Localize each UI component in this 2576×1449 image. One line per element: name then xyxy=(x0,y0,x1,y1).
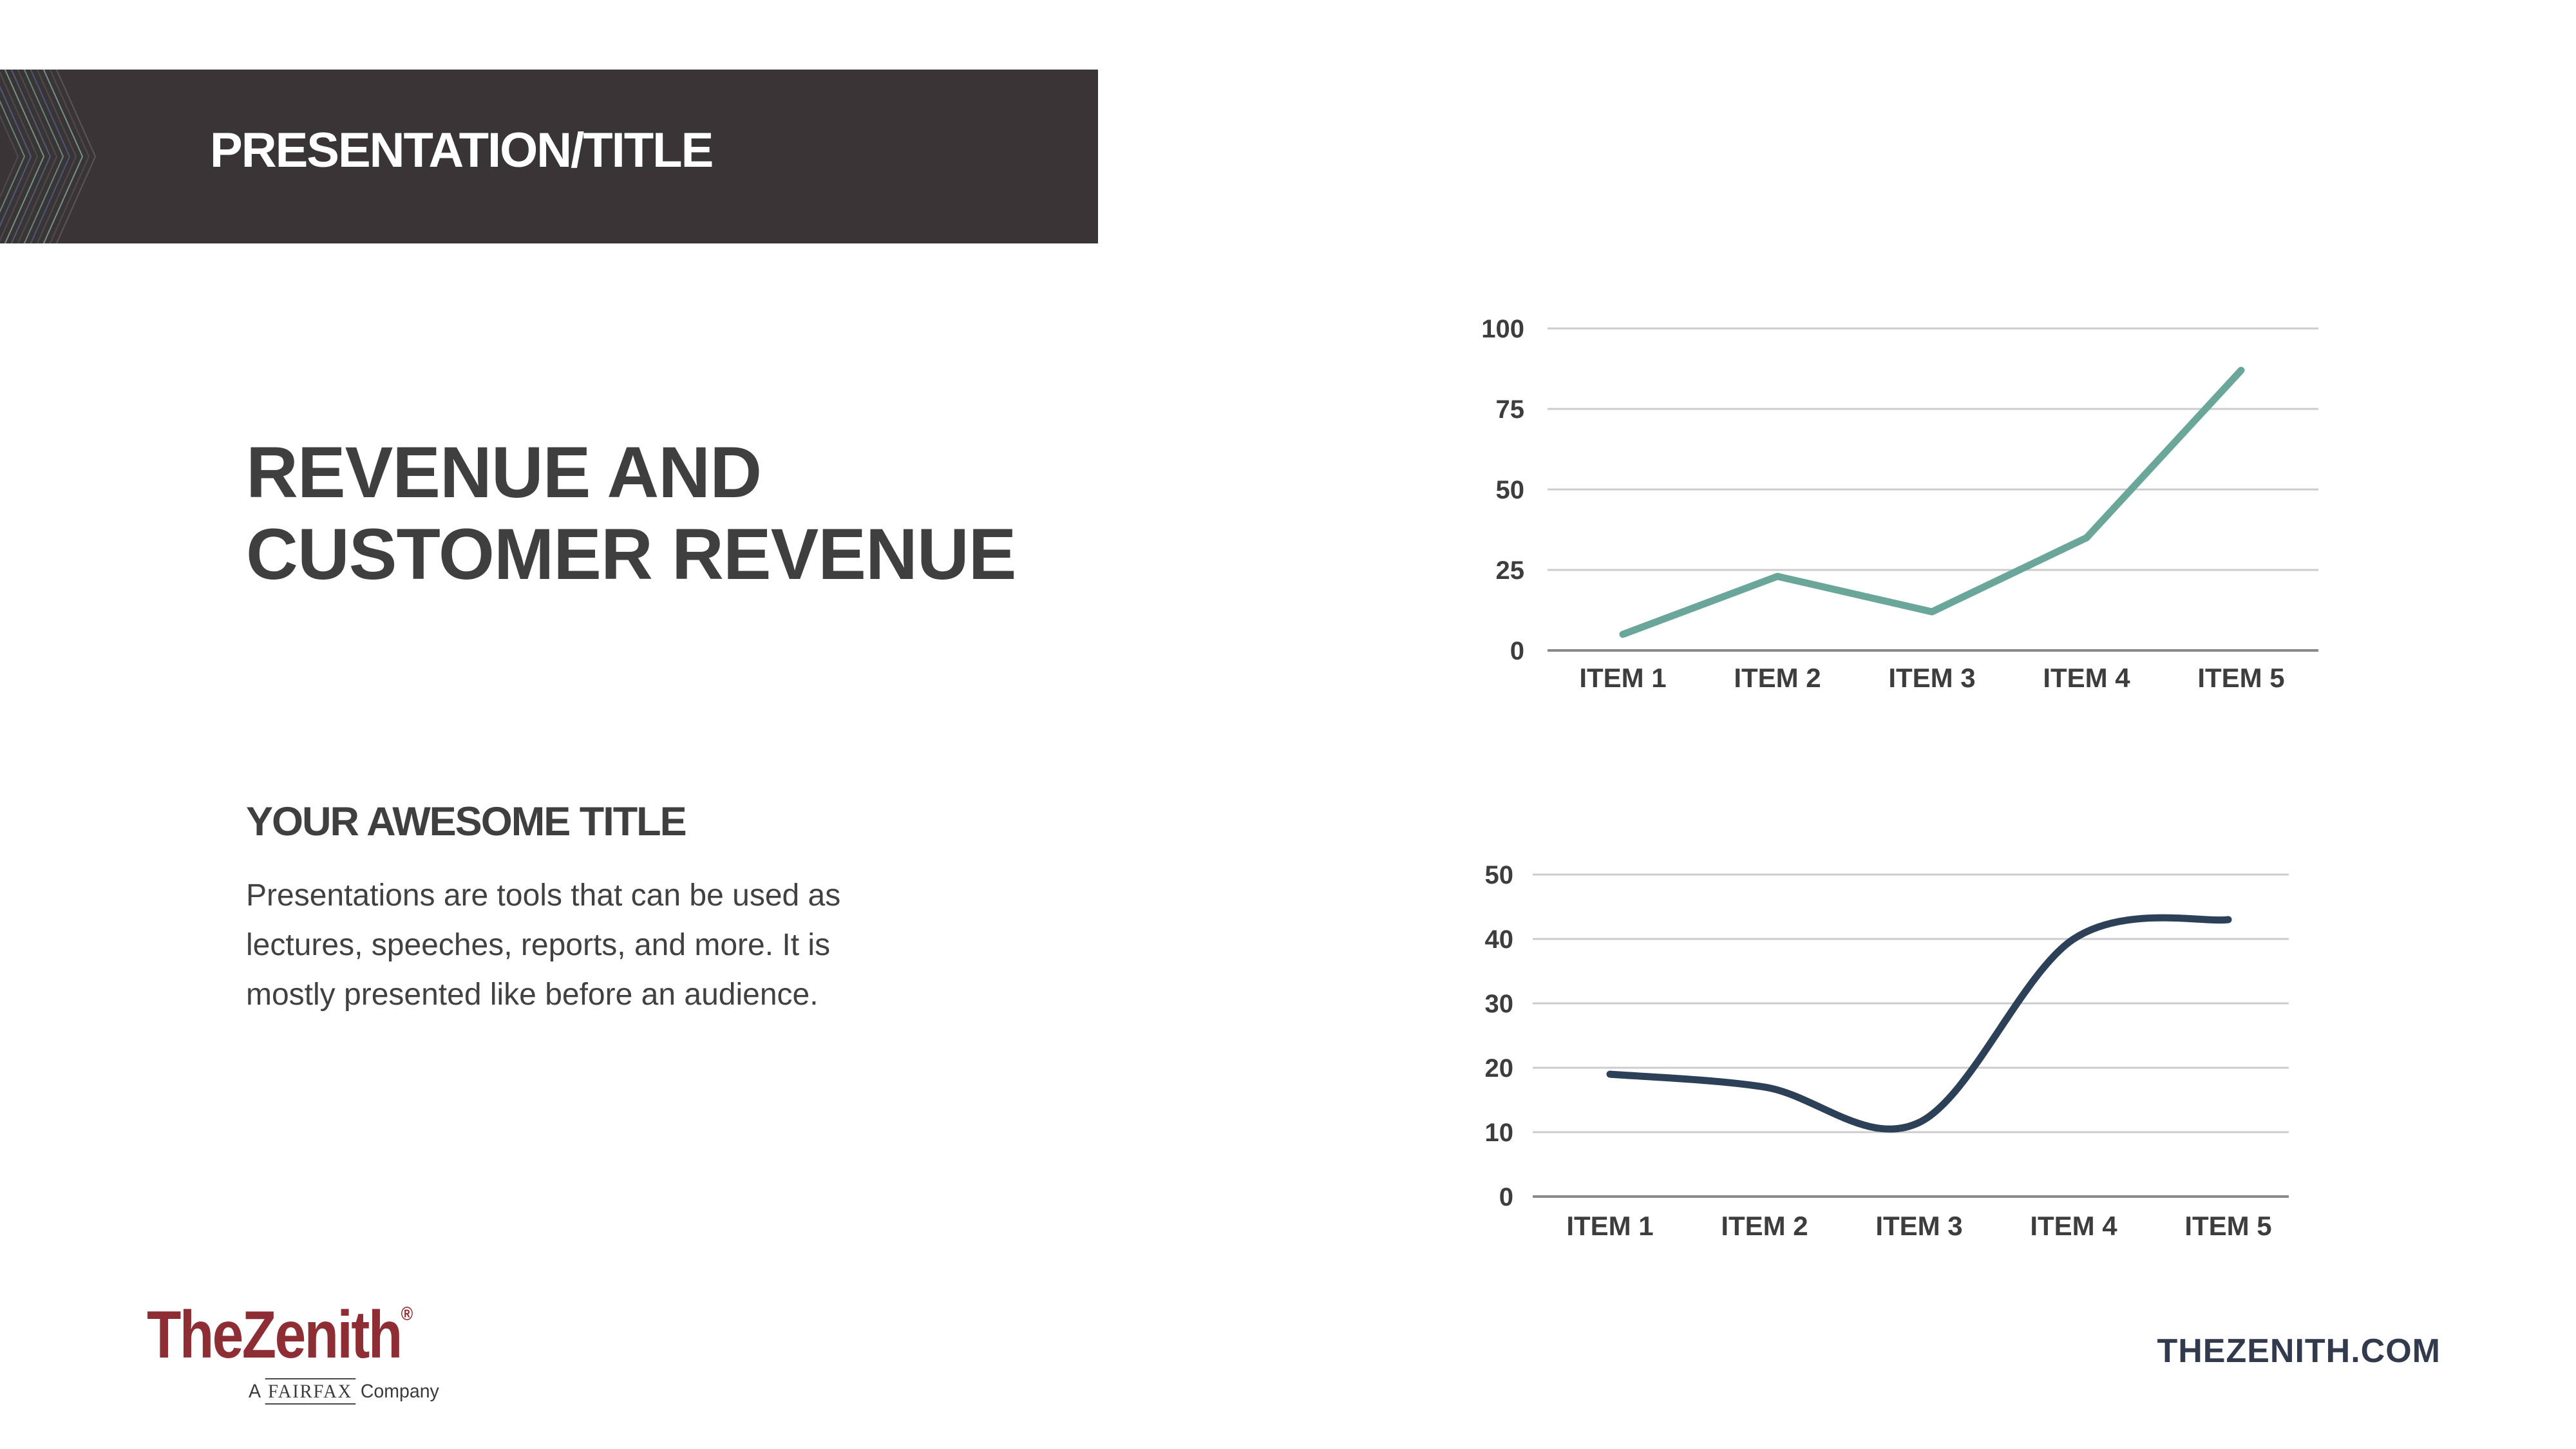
main-title-line-2: CUSTOMER REVENUE xyxy=(246,514,1016,594)
fairfax-tagline: A FAIRFAX Company xyxy=(249,1378,439,1405)
chart2-ytick-0: 0 xyxy=(1499,1183,1513,1211)
website-url: THEZENITH.COM xyxy=(2157,1332,2441,1370)
main-title-line-1: REVENUE AND xyxy=(246,432,762,513)
chevron-pattern-icon xyxy=(0,70,97,243)
body-paragraph: Presentations are tools that can be used… xyxy=(246,871,840,1019)
chevron-line xyxy=(10,70,52,243)
tagline-fairfax: FAIRFAX xyxy=(265,1378,355,1405)
chart2-ytick-20: 20 xyxy=(1485,1054,1514,1083)
chevron-line xyxy=(30,70,71,243)
section-subtitle: YOUR AWESOME TITLE xyxy=(246,799,687,844)
chart1-xtick-3: ITEM 3 xyxy=(1888,663,1975,693)
chevron-line xyxy=(49,70,90,243)
zenith-logo-wordmark: TheZenith® xyxy=(147,1298,413,1372)
chart1-ytick-0: 0 xyxy=(1510,637,1524,665)
chevron-line xyxy=(0,114,19,199)
chart1-ytick-100: 100 xyxy=(1481,315,1524,343)
chart2-ytick-30: 30 xyxy=(1485,990,1514,1018)
chart2-xtick-1: ITEM 1 xyxy=(1566,1211,1653,1241)
chart1-ytick-25: 25 xyxy=(1496,556,1525,585)
slide-header-title: PRESENTATION/TITLE xyxy=(210,122,714,178)
chart1-ytick-75: 75 xyxy=(1496,395,1525,424)
chevron-line xyxy=(4,70,45,243)
chart2-series-line xyxy=(1606,914,2232,1133)
header-bar: PRESENTATION/TITLE xyxy=(0,70,1098,243)
chevron-line xyxy=(0,85,32,228)
chevron-line xyxy=(17,70,58,243)
chevron-line xyxy=(23,70,64,243)
chart1-xtick-1: ITEM 1 xyxy=(1579,663,1666,693)
body-line-1: Presentations are tools that can be used… xyxy=(246,878,841,913)
chart1-ytick-50: 50 xyxy=(1496,476,1525,504)
body-line-3: mostly presented like before an audience… xyxy=(246,978,819,1012)
chart1-xtick-4: ITEM 4 xyxy=(2043,663,2130,693)
chart2-ytick-10: 10 xyxy=(1485,1119,1514,1147)
chevron-line xyxy=(0,71,39,242)
chevron-line xyxy=(0,100,26,213)
chevron-line xyxy=(36,70,77,243)
chevron-line xyxy=(43,70,84,243)
chart2-ytick-50: 50 xyxy=(1485,861,1514,889)
chart2-xtick-3: ITEM 3 xyxy=(1875,1211,1962,1241)
chart1-xtick-2: ITEM 2 xyxy=(1734,663,1821,693)
zenith-logo: TheZenith® xyxy=(147,1297,464,1374)
chart2-ytick-40: 40 xyxy=(1485,925,1514,954)
tagline-suffix: Company xyxy=(360,1381,439,1402)
chart2-xtick-2: ITEM 2 xyxy=(1721,1211,1808,1241)
chart2-xtick-5: ITEM 5 xyxy=(2184,1211,2271,1241)
chart1-xtick-5: ITEM 5 xyxy=(2197,663,2284,693)
body-line-2: lectures, speeches, reports, and more. I… xyxy=(246,928,831,962)
main-title: REVENUE AND CUSTOMER REVENUE xyxy=(246,431,1016,595)
registered-trademark-icon: ® xyxy=(401,1303,413,1325)
chart1-series-line xyxy=(1619,366,2245,638)
tagline-prefix: A xyxy=(249,1381,260,1402)
chart2-xtick-4: ITEM 4 xyxy=(2030,1211,2117,1241)
chevron-line xyxy=(55,70,97,243)
